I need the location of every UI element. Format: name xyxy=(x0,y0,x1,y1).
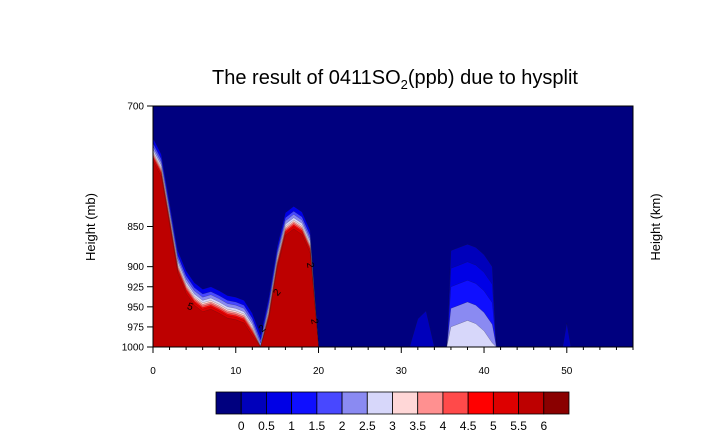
colorbar-box-6 xyxy=(366,391,393,415)
x-tick-label-30: 30 xyxy=(396,366,408,377)
colorbar-box-4 xyxy=(316,391,343,415)
colorbar-box-11 xyxy=(492,391,519,415)
colorbar-label-0: 0 xyxy=(238,419,245,433)
colorbar-box-2 xyxy=(266,391,293,415)
colorbar-label-9: 4.5 xyxy=(460,419,477,433)
plume-left-ridge xyxy=(153,138,319,347)
y-axis-label-left: Height (mb) xyxy=(83,193,98,261)
colorbar-label-8: 4 xyxy=(440,419,447,433)
colorbar-box-1 xyxy=(240,391,267,415)
plume-column-50 xyxy=(562,322,572,347)
colorbar-box-0 xyxy=(215,391,242,415)
colorbar-box-3 xyxy=(291,391,318,415)
x-tick-label-10: 10 xyxy=(230,366,242,377)
colorbar-label-2: 1 xyxy=(288,419,295,433)
contour-labels: 5 2 2 2 2 xyxy=(186,261,320,334)
contour-label-1: 2 xyxy=(271,287,283,299)
contour-label-3: 2 xyxy=(308,318,320,326)
colorbar-label-5: 2.5 xyxy=(359,419,376,433)
colorbar-box-13 xyxy=(543,391,570,415)
colorbar-box-9 xyxy=(442,391,469,415)
y-tick-label-950: 950 xyxy=(127,302,144,313)
colorbar-label-4: 2 xyxy=(339,419,346,433)
plot-area: 5 2 2 2 2 xyxy=(152,105,634,348)
y-tick-label-925: 925 xyxy=(127,282,144,293)
title-subscript: 2 xyxy=(401,77,408,92)
x-tick-label-40: 40 xyxy=(478,366,490,377)
y-axis-label-right: Height (km) xyxy=(648,193,663,260)
contour-label-0: 5 xyxy=(186,301,195,313)
colorbar-box-12 xyxy=(518,391,545,415)
plume-column-32 xyxy=(409,310,435,347)
contour-label-2: 2 xyxy=(304,261,316,269)
plume-layers xyxy=(153,138,572,347)
plume-column-38-level-3 xyxy=(446,320,497,347)
colorbar-label-7: 3.5 xyxy=(409,419,426,433)
x-tick-label-20: 20 xyxy=(313,366,325,377)
colorbar-label-1: 0.5 xyxy=(258,419,275,433)
title-prefix: The result of 0411SO xyxy=(212,67,401,89)
colorbar-box-7 xyxy=(392,391,419,415)
x-tick-label-0: 0 xyxy=(150,366,156,377)
y-tick-label-1000: 1000 xyxy=(122,343,145,354)
colorbar-label-3: 1.5 xyxy=(309,419,326,433)
title-suffix: (ppb) due to hysplit xyxy=(408,67,579,89)
y-tick-label-700: 700 xyxy=(127,102,144,113)
colorbar-label-12: 6 xyxy=(540,419,547,433)
colorbar-box-5 xyxy=(341,391,368,415)
colorbar-label-6: 3 xyxy=(389,419,396,433)
x-tick-label-50: 50 xyxy=(561,366,573,377)
colorbar-label-10: 5 xyxy=(490,419,497,433)
colorbar-label-11: 5.5 xyxy=(510,419,527,433)
y-tick-label-900: 900 xyxy=(127,262,144,273)
plume-column-50-level-0.5 xyxy=(562,322,572,347)
contour-label-4: 2 xyxy=(257,323,269,335)
chart-title: The result of 0411SO2(ppb) due to hyspli… xyxy=(212,67,578,92)
y-tick-label-850: 850 xyxy=(127,222,144,233)
colorbar-box-10 xyxy=(467,391,494,415)
axes: 700 850 900 925 950 975 1000 0 10 20 30 40 50 xyxy=(122,102,634,377)
colorbar-box-8 xyxy=(417,391,444,415)
plume-column-38 xyxy=(446,244,497,347)
y-tick-label-975: 975 xyxy=(127,322,144,333)
plume-column-32-level-0.5 xyxy=(409,310,435,347)
colorbar: 0 0.5 1 1.5 2 2.5 3 3.5 4 4.5 5 5.5 6 xyxy=(215,391,570,433)
plume-left-ridge-level-6 xyxy=(153,160,319,347)
